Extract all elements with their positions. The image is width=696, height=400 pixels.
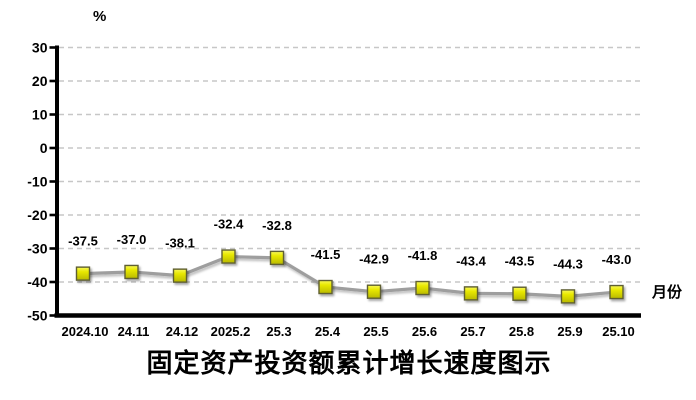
x-tick-label: 24.11 [118, 324, 150, 339]
data-point-marker [415, 280, 430, 296]
gridlines-group [59, 46, 640, 283]
y-tick-label: -50 [27, 308, 47, 324]
y-tick-label: 10 [32, 107, 48, 123]
data-point-marker [269, 250, 285, 266]
data-label: -42.9 [359, 252, 389, 267]
x-tick-label: 25.8 [509, 324, 534, 339]
x-tick-label: 25.10 [602, 324, 635, 339]
data-point-marker [318, 279, 333, 295]
y-tick-label: 30 [32, 40, 48, 56]
data-point-marker [75, 266, 91, 281]
data-point-marker [560, 289, 576, 304]
y-tick-label: -20 [27, 207, 47, 223]
chart-title: 固定资产投资额累计增长速度图示 [146, 349, 552, 378]
data-label: -41.8 [408, 248, 438, 263]
y-tick-label: -30 [27, 241, 47, 257]
x-tick-label: 25.5 [363, 324, 388, 339]
data-label: -37.0 [117, 232, 147, 247]
data-point-marker [172, 268, 188, 283]
series-group [75, 249, 624, 304]
labels-group: 30 20 10 0 -10 -20 -30 -40 -50 -37.5 2024.10 -37.0 2… [27, 40, 635, 340]
y-tick-label: 20 [32, 73, 48, 89]
x-tick-label: 2025.2 [211, 324, 251, 339]
x-tick-label: 25.4 [315, 324, 341, 339]
x-tick-label: 2024.10 [62, 324, 109, 339]
data-label: -43.5 [505, 254, 535, 269]
data-label: -32.4 [214, 217, 244, 232]
data-label: -37.5 [68, 234, 98, 249]
data-label: -43.0 [602, 252, 632, 267]
y-tick-label: -40 [27, 274, 47, 290]
y-tick-label: 0 [40, 140, 48, 156]
x-tick-label: 25.6 [412, 324, 437, 339]
data-point-marker [463, 286, 479, 301]
x-tick-label: 25.7 [460, 324, 485, 339]
x-tick-label: 25.9 [557, 324, 582, 339]
x-tick-label: 24.12 [166, 324, 199, 339]
series-line [81, 254, 619, 299]
data-label: -43.4 [456, 253, 486, 268]
data-point-marker [221, 249, 236, 264]
data-label: -38.1 [165, 236, 195, 251]
x-tick-label: 25.3 [266, 324, 291, 339]
data-label: -32.8 [262, 218, 292, 233]
data-point-marker [124, 264, 139, 280]
y-tick-label: -10 [27, 174, 47, 190]
data-label: -44.3 [553, 256, 583, 271]
axes-group [49, 45, 641, 318]
x-axis-unit-label: 月份 [652, 284, 683, 301]
y-axis-unit-label: % [93, 8, 107, 25]
data-label: -41.5 [311, 247, 341, 262]
data-point-marker [609, 284, 624, 300]
data-point-marker [366, 284, 382, 299]
data-point-marker [512, 286, 527, 301]
